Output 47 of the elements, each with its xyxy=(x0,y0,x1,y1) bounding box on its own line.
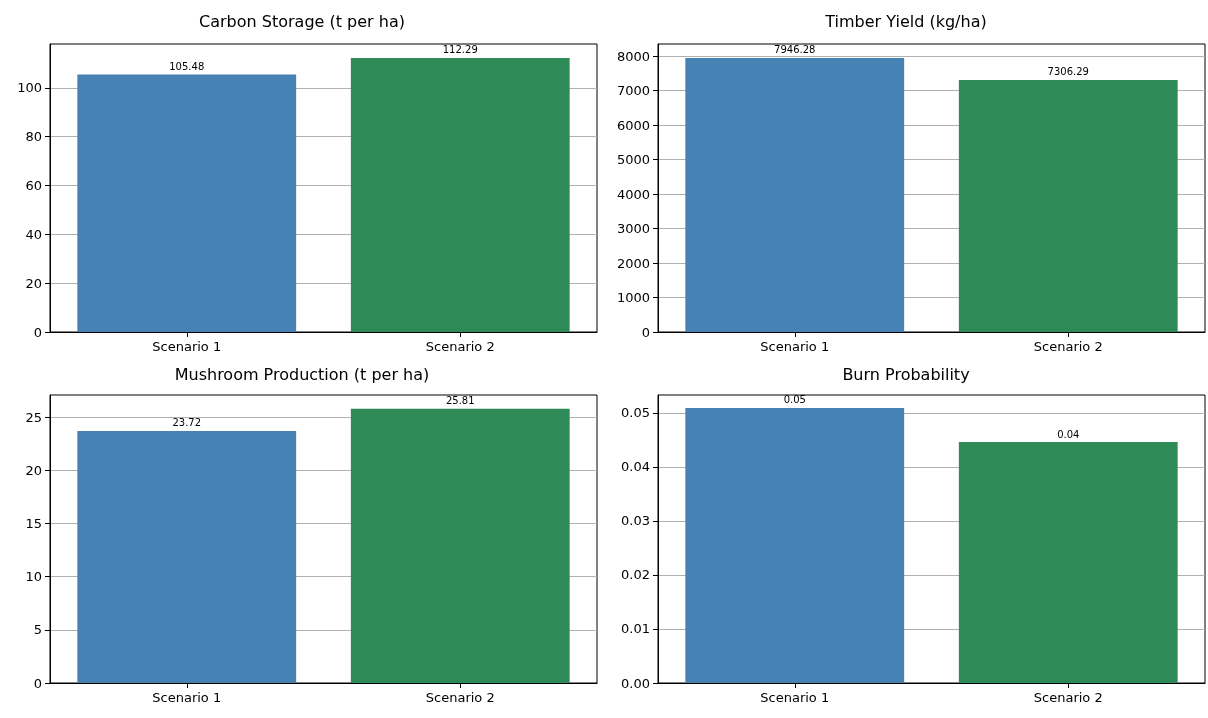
data-label: 7306.29 xyxy=(1047,66,1089,78)
y-tick-label: 5000 xyxy=(616,152,650,168)
x-tick-label: Scenario 1 xyxy=(760,339,830,354)
data-label: 0.04 xyxy=(1057,428,1080,440)
y-tick-label: 6000 xyxy=(616,117,650,133)
y-tick-label: 0.04 xyxy=(621,459,650,475)
x-tick-label: Scenario 2 xyxy=(425,690,495,705)
y-tick-label: 20 xyxy=(25,462,42,478)
data-label: 25.81 xyxy=(445,395,475,407)
x-tick-label: Scenario 2 xyxy=(1033,339,1103,354)
y-tick-label: 0.00 xyxy=(621,675,650,691)
x-tick-label: Scenario 2 xyxy=(1033,690,1103,705)
data-label: 0.05 xyxy=(783,394,806,406)
x-tick-label: Scenario 2 xyxy=(425,339,495,354)
x-tick-label: Scenario 1 xyxy=(152,690,222,705)
chart-title: Timber Yield (kg/ha) xyxy=(824,11,987,31)
y-tick-label: 80 xyxy=(25,129,42,145)
y-tick-label: 2000 xyxy=(616,255,650,271)
x-tick-label: Scenario 1 xyxy=(152,339,222,354)
y-tick-label: 0.02 xyxy=(621,567,650,583)
y-tick-label: 5 xyxy=(33,622,42,638)
chart-title: Burn Probability xyxy=(842,364,970,384)
y-tick-label: 10 xyxy=(25,569,42,585)
y-tick-label: 60 xyxy=(25,178,42,194)
data-label: 7946.28 xyxy=(774,44,816,56)
y-tick-label: 15 xyxy=(25,516,42,532)
y-tick-label: 0.05 xyxy=(621,405,650,421)
y-tick-label: 8000 xyxy=(616,48,650,64)
y-tick-label: 0.01 xyxy=(621,621,650,637)
y-tick-label: 0 xyxy=(641,324,650,340)
y-tick-label: 7000 xyxy=(616,83,650,99)
y-tick-label: 40 xyxy=(25,226,42,242)
y-tick-label: 0.03 xyxy=(621,513,650,529)
data-label: 105.48 xyxy=(169,61,205,73)
y-tick-label: 1000 xyxy=(616,290,650,306)
data-label: 23.72 xyxy=(172,417,202,429)
x-tick-label: Scenario 1 xyxy=(760,690,830,705)
y-tick-label: 100 xyxy=(17,80,42,96)
y-tick-label: 20 xyxy=(25,275,42,291)
chart-title: Mushroom Production (t per ha) xyxy=(174,364,430,384)
y-tick-label: 25 xyxy=(25,409,42,425)
data-label: 112.29 xyxy=(442,44,478,56)
y-tick-label: 3000 xyxy=(616,221,650,237)
chart-title: Carbon Storage (t per ha) xyxy=(199,11,405,31)
y-tick-label: 4000 xyxy=(616,186,650,202)
y-tick-label: 0 xyxy=(33,324,42,340)
y-tick-label: 0 xyxy=(33,675,42,691)
